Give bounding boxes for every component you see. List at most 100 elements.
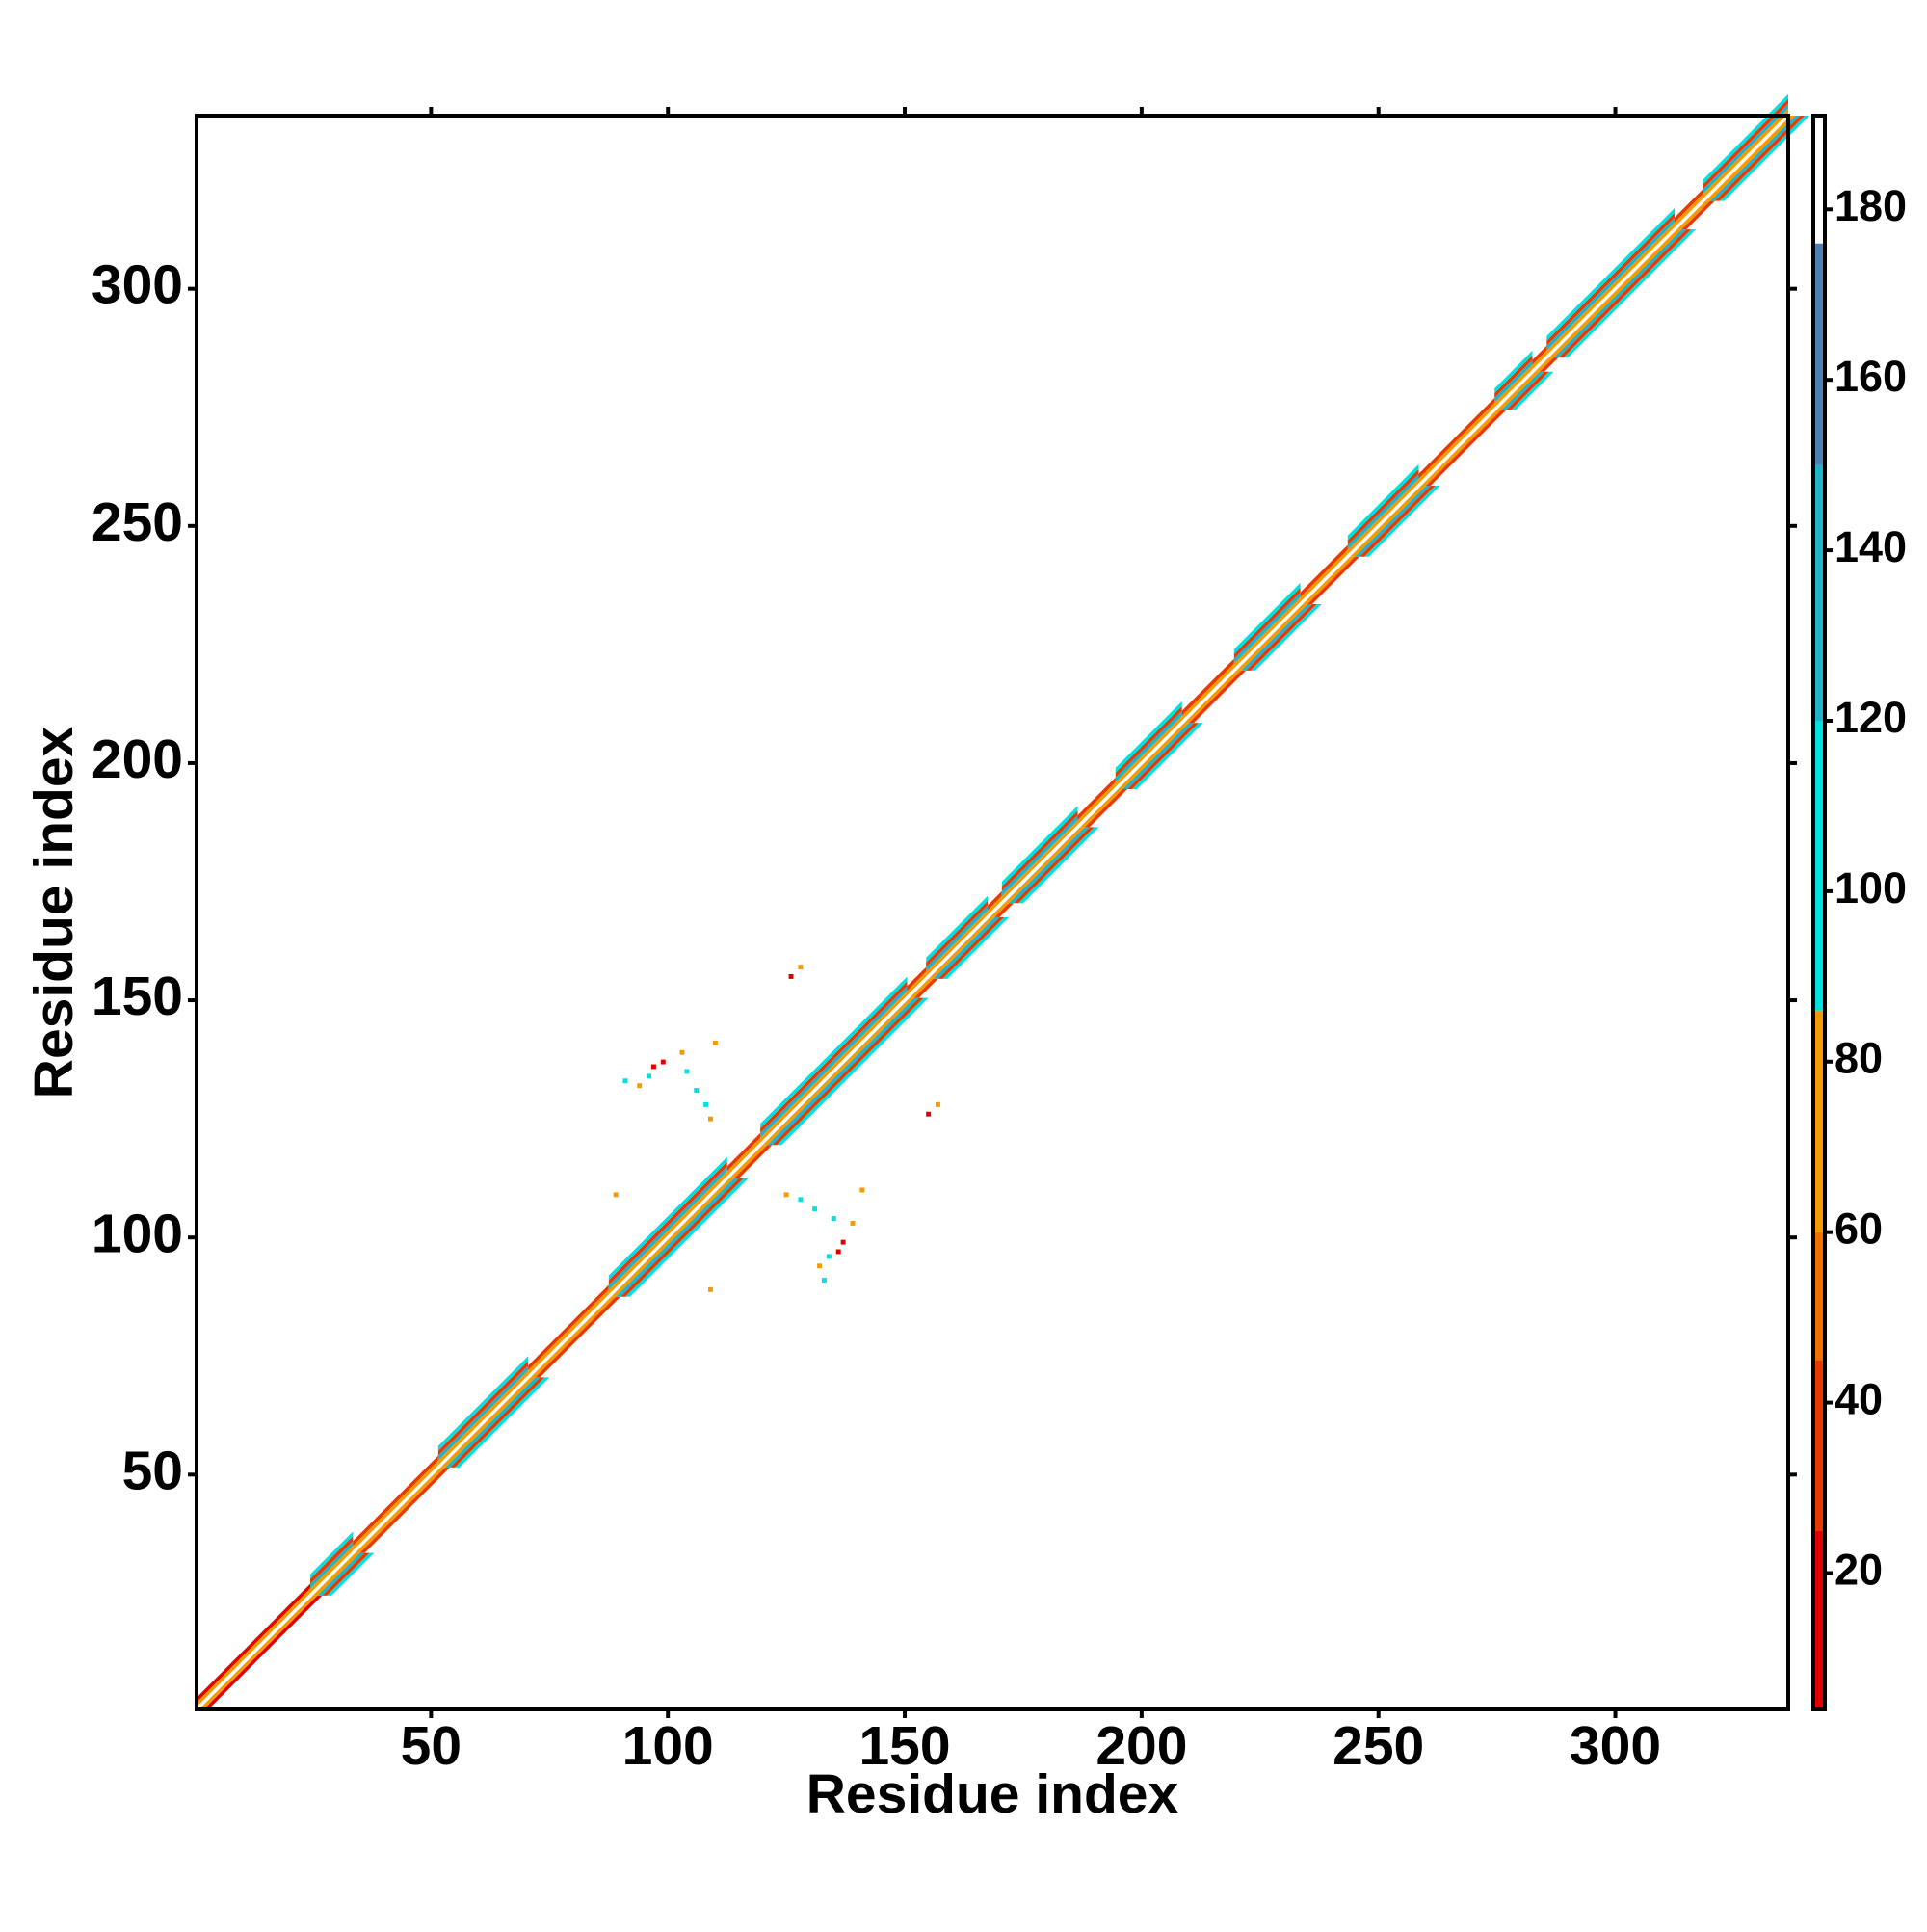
contact-band <box>312 1552 360 1596</box>
contact-band <box>1241 604 1312 671</box>
x-tick-label: 150 <box>858 1715 950 1777</box>
contact-band <box>327 1552 375 1596</box>
colorbar-tick-label: 60 <box>1835 1204 1883 1254</box>
colorbar-tick-label: 120 <box>1835 693 1907 742</box>
contact-cell <box>679 1049 685 1055</box>
contact-band <box>1535 357 1554 372</box>
y-tick-label: 50 <box>122 1440 183 1501</box>
contact-band <box>913 978 938 998</box>
contact-cell <box>613 1192 619 1198</box>
contact-band <box>203 1595 323 1709</box>
contact-band <box>1675 189 1703 223</box>
contact-band <box>608 1171 727 1295</box>
colorbar-segment <box>1813 1530 1825 1709</box>
contact-band <box>1532 350 1547 370</box>
contact-band <box>1703 103 1788 195</box>
contact-band <box>726 1137 761 1177</box>
contact-band <box>1233 582 1301 654</box>
colorbar-tick-label: 140 <box>1835 522 1907 571</box>
contact-band <box>760 976 908 1128</box>
contact-cell <box>783 1192 789 1198</box>
plot-frame <box>195 114 1790 1711</box>
contact-band <box>1132 723 1203 789</box>
contact-band <box>528 1289 609 1375</box>
contact-band <box>1714 116 1806 201</box>
contact-band <box>1553 229 1687 358</box>
colorbar-segment <box>1813 720 1825 1011</box>
contact-band <box>762 997 914 1146</box>
contact-band <box>729 1145 768 1178</box>
contact-cell <box>684 1069 690 1074</box>
contact-band <box>1077 781 1116 825</box>
contact-band <box>926 905 989 972</box>
colorbar-segment <box>1813 464 1825 721</box>
colorbar-tick-label: 80 <box>1835 1034 1883 1083</box>
contact-band <box>1001 815 1078 896</box>
contact-cell <box>708 1286 713 1292</box>
contact-band <box>1004 827 1085 904</box>
contact-band <box>926 895 989 963</box>
contact-band <box>1709 116 1801 201</box>
contact-band <box>1009 827 1090 904</box>
contact-band <box>1118 723 1189 789</box>
contact-band <box>760 986 908 1138</box>
contact-band <box>1494 364 1533 408</box>
contact-band <box>767 997 919 1146</box>
contact-band <box>198 1595 318 1709</box>
contact-band <box>353 1455 438 1547</box>
contact-band <box>1350 486 1426 557</box>
contact-band <box>1307 556 1359 604</box>
contact-band <box>1355 486 1431 557</box>
contact-band <box>1359 486 1436 557</box>
contact-band <box>1506 371 1549 410</box>
contact-band <box>1084 789 1128 828</box>
contact-band <box>437 1361 529 1456</box>
contact-band <box>1122 723 1194 789</box>
y-tick-label: 150 <box>92 966 183 1027</box>
colorbar-tick-label: 20 <box>1835 1545 1883 1594</box>
colorbar-tick-label: 160 <box>1835 352 1907 401</box>
contact-band <box>1303 556 1356 604</box>
contact-band <box>760 991 908 1143</box>
contact-band <box>1496 371 1540 410</box>
contact-band <box>440 1377 536 1468</box>
contact-band <box>1539 357 1559 372</box>
contact-band <box>1347 478 1419 555</box>
contact-band <box>907 966 927 992</box>
colorbar-segment <box>1813 116 1825 244</box>
contact-band <box>1347 468 1419 545</box>
contact-cell <box>817 1263 822 1269</box>
contact-band <box>1115 705 1182 778</box>
contact-cell <box>647 1073 651 1079</box>
contact-band <box>310 1536 354 1584</box>
x-tick-label: 200 <box>1095 1715 1187 1777</box>
contact-band <box>437 1365 529 1461</box>
y-tick-label: 200 <box>92 728 183 790</box>
contact-band <box>1300 544 1348 597</box>
contact-band <box>437 1356 529 1451</box>
contact-band <box>926 900 989 967</box>
contact-band <box>1001 806 1078 887</box>
contact-band <box>928 916 995 979</box>
contact-cell <box>798 1197 804 1203</box>
contact-band <box>1115 701 1182 773</box>
contact-band <box>1127 723 1199 789</box>
contact-band <box>1181 658 1234 716</box>
contact-band <box>988 895 1002 915</box>
contact-band <box>1511 371 1554 410</box>
contact-band <box>1018 827 1099 904</box>
contact-band <box>197 1583 310 1703</box>
contact-band <box>1548 229 1682 358</box>
contact-band <box>910 978 934 998</box>
x-tick-label: 300 <box>1570 1715 1661 1777</box>
contact-band <box>1364 486 1440 557</box>
contact-band <box>1703 98 1788 190</box>
x-tick-label: 100 <box>622 1715 714 1777</box>
contact-band <box>445 1377 541 1468</box>
contact-cell <box>850 1220 856 1226</box>
y-tick-label: 250 <box>92 491 183 553</box>
contact-band <box>322 1552 370 1596</box>
contact-band <box>625 1178 749 1297</box>
contact-band <box>1181 663 1234 721</box>
contact-band <box>1558 229 1692 358</box>
